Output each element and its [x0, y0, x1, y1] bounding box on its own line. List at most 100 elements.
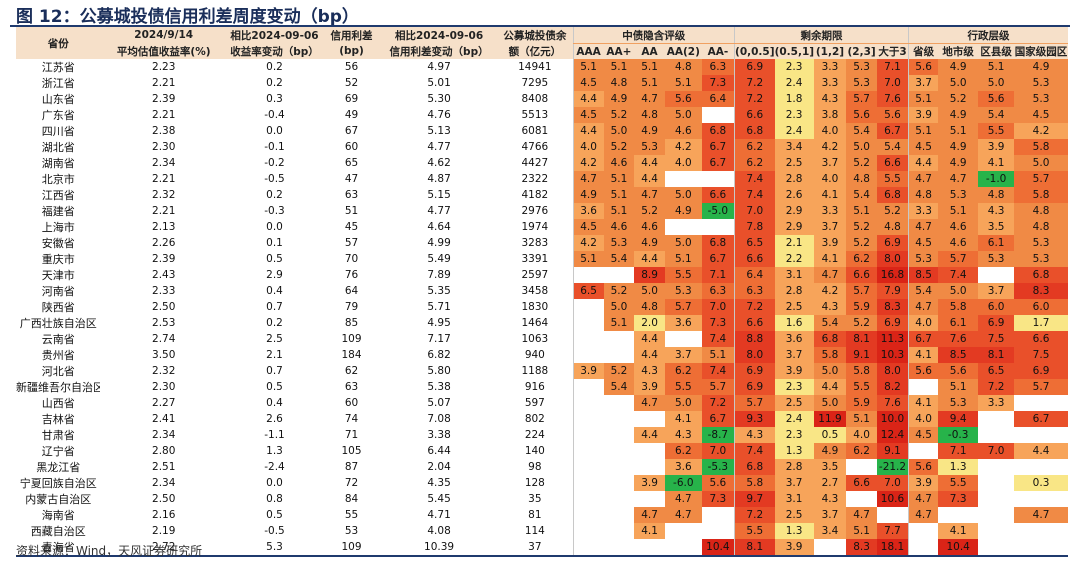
rating-heat-cell: 5.0	[664, 187, 702, 203]
yield-cell: 2.50	[152, 493, 176, 505]
header-maturity-1-2: (1,2]	[813, 43, 847, 59]
spread-cell: 72	[344, 477, 359, 489]
header-rating-aa-minus: AA-	[701, 43, 735, 59]
spread-cell: 71	[344, 429, 359, 441]
admin-heat-cell: 6.5	[978, 363, 1015, 379]
maturity-heat-cell: 8.3	[876, 299, 909, 315]
admin-heat-cell: 5.2	[938, 91, 979, 107]
admin-heat-cell: 7.0	[978, 443, 1015, 459]
admin-heat-cell: 5.5	[978, 123, 1015, 139]
yield-cell: 2.34	[152, 477, 176, 489]
spread-cell: 63	[344, 189, 359, 201]
figure-title: 图 12：公募城投债信用利差周度变动（bp）	[16, 7, 359, 27]
admin-heat-cell	[978, 475, 1015, 491]
province-cell: 内蒙古自治区	[25, 493, 92, 506]
rating-heat-cell: 5.2	[603, 283, 635, 299]
spread-change-cell: 7.08	[427, 413, 451, 425]
maturity-heat-cell: 2.3	[774, 427, 814, 443]
rating-heat-cell	[603, 331, 635, 347]
spread-table: 省份 2024/9/14 相比2024-09-06 信用利差 相比2024-09…	[16, 27, 1068, 557]
spread-cell: 109	[341, 333, 362, 345]
rating-heat-cell: 5.4	[603, 251, 635, 267]
table-row: 江西省 2.32 0.2 63 5.15 4182 4.9 5.1 4.7 5.0 6.6 7.4 2.…	[16, 187, 1068, 203]
rating-heat-cell: 4.6	[664, 123, 702, 139]
admin-heat-cell: 4.9	[1014, 59, 1068, 75]
balance-cell: 3391	[521, 253, 549, 265]
balance-cell: 2322	[521, 173, 549, 185]
admin-heat-cell	[978, 411, 1015, 427]
yield-change-cell: 0.7	[266, 301, 283, 313]
rating-heat-cell	[701, 107, 735, 123]
maturity-heat-cell: 5.3	[846, 75, 877, 91]
admin-heat-cell: 5.1	[938, 379, 979, 395]
yield-change-cell: 0.0	[266, 125, 283, 137]
admin-heat-cell: 3.5	[978, 219, 1015, 235]
maturity-heat-cell: 11.9	[813, 411, 847, 427]
yield-cell: 2.32	[152, 365, 176, 377]
rating-heat-cell: 4.8	[634, 107, 665, 123]
table-row: 甘肃省 2.34 -1.1 71 3.38 224 4.4 4.3 -8.7 4.3 2.3 0.5 4…	[16, 427, 1068, 443]
maturity-heat-cell: 3.9	[813, 235, 847, 251]
admin-heat-cell: 4.5	[908, 235, 939, 251]
spread-cell: 49	[344, 109, 359, 121]
maturity-heat-cell: 4.9	[813, 443, 847, 459]
balance-cell: 7295	[521, 77, 549, 89]
rating-heat-cell: 3.9	[634, 475, 665, 491]
rating-heat-cell: 10.4	[701, 539, 735, 557]
yield-change-cell: 1.3	[266, 445, 283, 457]
maturity-heat-cell: 7.8	[733, 219, 775, 235]
maturity-heat-cell: 9.3	[733, 411, 775, 427]
admin-heat-cell: 4.3	[978, 203, 1015, 219]
maturity-heat-cell: 2.7	[813, 475, 847, 491]
yield-cell: 2.26	[152, 237, 176, 249]
header-spread-chg-top: 相比2024-09-06	[381, 27, 498, 44]
maturity-heat-cell: 8.0	[876, 251, 909, 267]
maturity-heat-cell: 2.8	[774, 459, 814, 475]
rating-heat-cell: 4.9	[603, 91, 635, 107]
balance-cell: 6081	[521, 125, 549, 137]
balance-cell: 1464	[521, 317, 549, 329]
yield-cell: 2.39	[152, 253, 176, 265]
maturity-heat-cell: 5.7	[846, 91, 877, 107]
spread-cell: 87	[344, 461, 359, 473]
maturity-heat-cell: 2.9	[774, 219, 814, 235]
rating-heat-cell: 4.1	[634, 523, 665, 539]
admin-heat-cell	[978, 523, 1015, 539]
rating-heat-cell: 7.3	[701, 315, 735, 331]
maturity-heat-cell: 3.3	[813, 203, 847, 219]
spread-change-cell: 5.49	[427, 253, 451, 265]
spread-cell: 63	[344, 381, 359, 393]
admin-heat-cell: 1.3	[938, 459, 979, 475]
admin-heat-cell: 5.1	[908, 91, 939, 107]
maturity-heat-cell: 2.3	[774, 107, 814, 123]
yield-change-cell: 0.0	[266, 477, 283, 489]
header-yield-chg-sub: 收益率变动（bp）	[227, 43, 322, 59]
maturity-heat-cell: 3.7	[813, 155, 847, 171]
admin-heat-cell: 4.7	[908, 491, 939, 507]
admin-heat-cell: 3.9	[978, 139, 1015, 155]
rating-heat-cell	[572, 315, 604, 331]
spread-change-cell: 4.71	[427, 509, 451, 521]
maturity-heat-cell: 4.0	[846, 427, 877, 443]
maturity-heat-cell: 16.8	[876, 267, 909, 283]
maturity-heat-cell: 3.9	[774, 539, 814, 557]
maturity-heat-cell: 2.3	[774, 59, 814, 75]
maturity-heat-cell: 4.2	[813, 139, 847, 155]
rating-heat-cell: 4.7	[634, 395, 665, 411]
spread-change-cell: 4.95	[427, 317, 451, 329]
yield-change-cell: 2.6	[266, 413, 283, 425]
table-row: 浙江省 2.21 0.2 52 5.01 7295 4.5 4.8 5.1 5.1 7.3 7.2 2.…	[16, 75, 1068, 91]
admin-heat-cell: 5.0	[1014, 155, 1068, 171]
maturity-heat-cell: 6.6	[733, 315, 775, 331]
rating-heat-cell: 5.5	[664, 267, 702, 283]
maturity-heat-cell: 7.6	[876, 91, 909, 107]
rating-heat-cell	[664, 539, 702, 557]
rating-heat-cell: 5.1	[603, 171, 635, 187]
admin-heat-cell: -0.3	[938, 427, 979, 443]
spread-change-cell: 4.99	[427, 237, 451, 249]
balance-cell: 8408	[521, 93, 549, 105]
province-cell: 江苏省	[41, 61, 75, 74]
maturity-heat-cell: 5.4	[846, 187, 877, 203]
spread-change-cell: 4.62	[427, 157, 451, 169]
rating-heat-cell: 4.2	[572, 235, 604, 251]
